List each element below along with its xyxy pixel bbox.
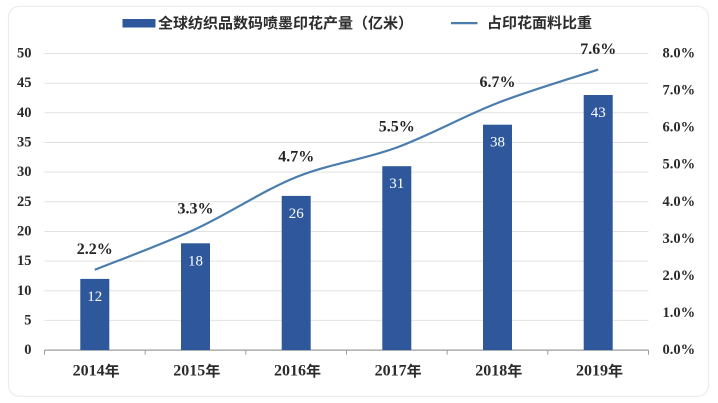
svg-text:7.0%: 7.0% <box>663 83 696 99</box>
svg-text:0: 0 <box>24 342 31 358</box>
svg-text:5.0%: 5.0% <box>663 157 696 173</box>
svg-text:3.3%: 3.3% <box>178 200 214 217</box>
svg-text:38: 38 <box>490 135 505 151</box>
svg-text:50: 50 <box>17 46 32 62</box>
svg-text:4.0%: 4.0% <box>663 194 696 210</box>
svg-text:3.0%: 3.0% <box>663 231 696 247</box>
svg-text:12: 12 <box>87 289 102 305</box>
svg-text:30: 30 <box>17 164 32 180</box>
svg-text:18: 18 <box>188 253 203 269</box>
svg-text:2016: 2016 <box>274 362 306 379</box>
svg-text:6.0%: 6.0% <box>663 120 696 136</box>
svg-text:2019: 2019 <box>576 362 608 379</box>
svg-text:20: 20 <box>17 224 32 240</box>
svg-text:31: 31 <box>389 176 404 192</box>
svg-text:2017: 2017 <box>375 362 407 379</box>
svg-text:5.5%: 5.5% <box>379 119 415 136</box>
svg-text:10: 10 <box>17 283 32 299</box>
svg-text:2018: 2018 <box>475 362 507 379</box>
svg-text:35: 35 <box>17 135 32 151</box>
svg-text:2015: 2015 <box>173 362 205 379</box>
svg-text:26: 26 <box>289 206 305 222</box>
svg-text:6.7%: 6.7% <box>480 74 516 91</box>
svg-text:7.6%: 7.6% <box>580 41 616 58</box>
svg-text:15: 15 <box>17 253 32 269</box>
svg-text:1.0%: 1.0% <box>663 305 696 321</box>
svg-text:45: 45 <box>17 75 32 91</box>
svg-text:8.0%: 8.0% <box>663 46 696 62</box>
svg-text:5: 5 <box>24 312 31 328</box>
svg-text:43: 43 <box>591 105 606 121</box>
svg-text:2014: 2014 <box>73 362 105 379</box>
svg-text:2.2%: 2.2% <box>77 241 113 258</box>
svg-text:4.7%: 4.7% <box>278 148 314 165</box>
svg-text:2.0%: 2.0% <box>663 268 696 284</box>
svg-text:0.0%: 0.0% <box>663 342 696 358</box>
svg-text:40: 40 <box>17 105 32 121</box>
svg-text:25: 25 <box>17 194 32 210</box>
